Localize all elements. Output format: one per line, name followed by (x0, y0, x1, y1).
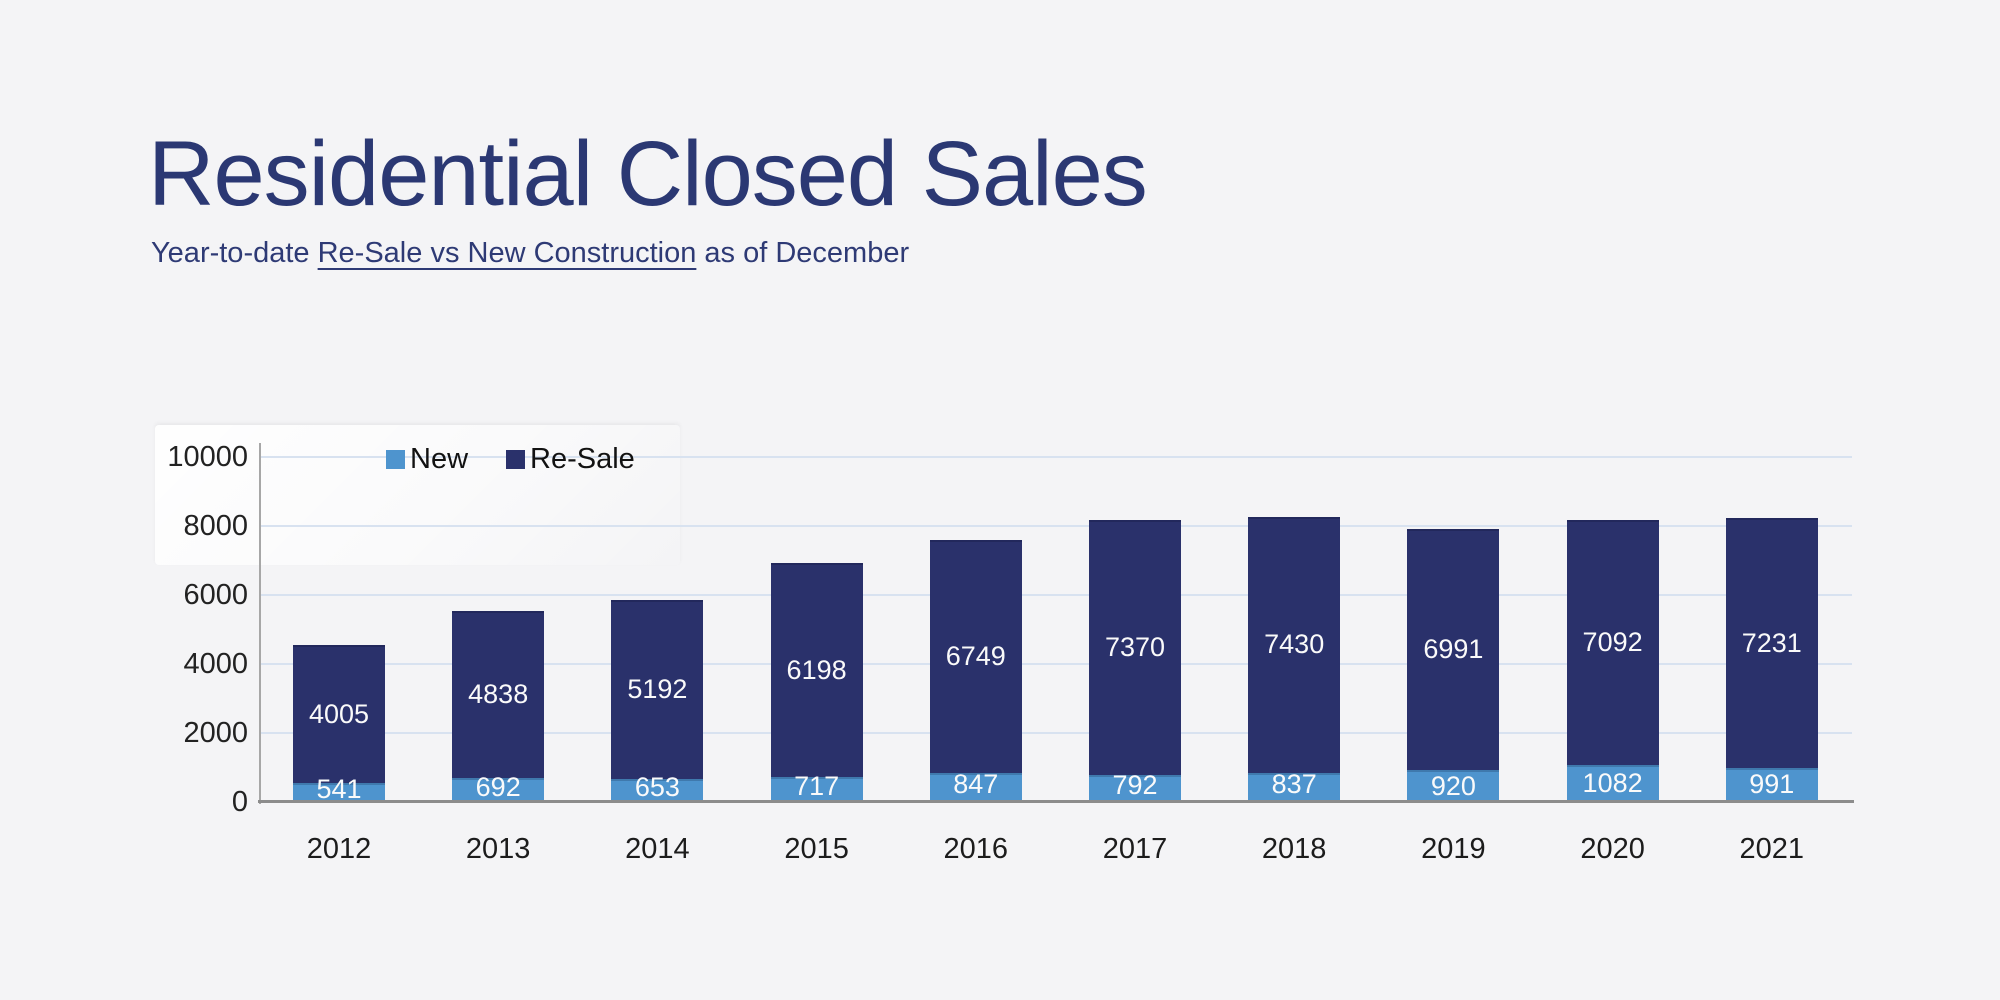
bar-value-new-2017: 792 (1112, 769, 1158, 800)
bar-segment-re-sale-2018: 7430 (1248, 516, 1341, 774)
gridline-2000 (260, 732, 1852, 734)
bar-segment-new-2016: 847 (929, 768, 1022, 802)
bar-value-new-2014: 653 (634, 772, 680, 803)
gridline-4000 (260, 663, 1852, 665)
y-axis-line (259, 443, 261, 804)
gridline-10000 (260, 456, 1852, 458)
y-axis-tick-2000: 2000 (183, 717, 248, 749)
gridline-8000 (260, 525, 1852, 527)
x-axis-baseline (258, 800, 1854, 803)
x-axis-label-2021: 2021 (1739, 833, 1805, 865)
y-axis-tick-4000: 4000 (183, 648, 248, 680)
bar-segment-re-sale-2014: 5192 (611, 600, 704, 780)
bar-value-new-2013: 692 (475, 771, 521, 802)
subtitle-prefix: Year-to-date (151, 237, 318, 269)
bar-segment-re-sale-2020: 7092 (1566, 519, 1659, 765)
bar-value-new-2020: 1082 (1582, 767, 1643, 798)
legend-swatch-re-sale-icon (506, 449, 526, 469)
bar-segment-new-2019: 920 (1407, 770, 1500, 802)
bar-segment-re-sale-2019: 6991 (1407, 529, 1500, 771)
bar-value-re-sale-2017: 7370 (1104, 632, 1166, 663)
bar-segment-re-sale-2017: 7370 (1089, 520, 1181, 775)
y-axis-tick-8000: 8000 (183, 510, 248, 542)
bar-segment-new-2012: 541 (293, 776, 385, 803)
x-axis-label-2013: 2013 (465, 833, 531, 865)
bar-segment-new-2013: 692 (452, 773, 545, 802)
bar-value-re-sale-2020: 7092 (1582, 626, 1643, 657)
x-axis-label-2015: 2015 (784, 833, 849, 865)
bar-value-new-2021: 991 (1749, 769, 1795, 800)
bar-value-new-2018: 837 (1271, 769, 1317, 800)
bar-value-re-sale-2016: 6749 (945, 640, 1006, 671)
bar-segment-re-sale-2016: 6749 (929, 539, 1022, 773)
legend-item-re-sale: Re-Sale (506, 442, 635, 475)
bar-segment-re-sale-2015: 6198 (770, 563, 863, 778)
x-axis-label-2012: 2012 (306, 833, 372, 865)
bar-value-re-sale-2013: 4838 (468, 679, 529, 710)
subtitle-emphasis-underlined: Re-Sale vs New Construction (317, 237, 697, 269)
bar-segment-new-2021: 991 (1725, 767, 1818, 802)
x-axis-label-2017: 2017 (1102, 833, 1168, 865)
bar-value-re-sale-2021: 7231 (1741, 627, 1802, 658)
bar-segment-new-2018: 837 (1248, 769, 1341, 802)
bar-value-new-2019: 920 (1430, 770, 1476, 801)
bar-value-re-sale-2015: 6198 (786, 654, 847, 685)
bar-value-new-2015: 717 (794, 771, 840, 802)
y-axis-tick-0: 0 (231, 786, 248, 818)
bar-value-new-2016: 847 (953, 768, 999, 799)
y-axis-tick-10000: 10000 (167, 441, 248, 473)
gridline-6000 (260, 594, 1852, 596)
bar-segment-re-sale-2021: 7231 (1725, 518, 1818, 768)
bar-segment-new-2020: 1082 (1566, 764, 1659, 802)
y-axis-tick-6000: 6000 (183, 579, 248, 611)
x-axis-label-2019: 2019 (1421, 833, 1486, 865)
x-axis-label-2020: 2020 (1580, 833, 1645, 865)
bar-segment-re-sale-2013: 4838 (452, 611, 545, 779)
page-title: Residential Closed Sales (148, 123, 1148, 225)
x-axis-label-2018: 2018 (1261, 833, 1327, 865)
legend-swatch-new-icon (386, 449, 405, 469)
chart-background-panel (155, 425, 680, 565)
x-axis-label-2016: 2016 (943, 833, 1009, 865)
legend-item-new: New (386, 442, 469, 475)
bar-segment-re-sale-2012: 4005 (293, 645, 385, 784)
legend-label-re-sale: Re-Sale (530, 442, 635, 475)
bar-value-re-sale-2012: 4005 (308, 698, 370, 729)
bar-segment-new-2017: 792 (1089, 769, 1181, 802)
bar-value-new-2012: 541 (316, 774, 362, 805)
chart-legend: New Re-Sale (386, 443, 635, 475)
subtitle-suffix: as of December (696, 237, 910, 269)
bar-segment-new-2014: 653 (611, 774, 704, 802)
bar-value-re-sale-2019: 6991 (1423, 634, 1484, 665)
bar-value-re-sale-2018: 7430 (1264, 629, 1325, 660)
legend-label-new: New (410, 442, 469, 475)
page-subtitle: Year-to-date Re-Sale vs New Construction… (151, 237, 909, 270)
bar-value-re-sale-2014: 5192 (627, 674, 688, 705)
x-axis-label-2014: 2014 (625, 833, 690, 865)
bar-segment-new-2015: 717 (770, 773, 863, 802)
